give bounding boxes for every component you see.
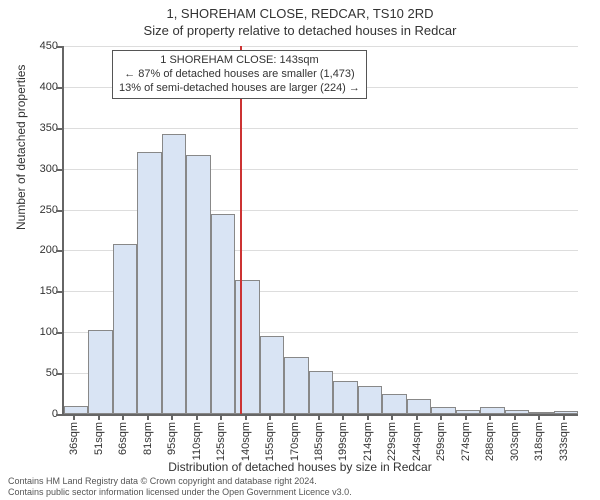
histogram-bar: [407, 399, 431, 414]
x-tick-mark: [294, 414, 296, 420]
x-tick-label: 199sqm: [337, 422, 349, 461]
y-tick-label: 100: [24, 326, 58, 338]
histogram-bar: [162, 134, 186, 414]
x-tick-mark: [416, 414, 418, 420]
y-tick-label: 150: [24, 285, 58, 297]
histogram-bar: [480, 407, 504, 414]
property-callout: 1 SHOREHAM CLOSE: 143sqm← 87% of detache…: [112, 50, 367, 99]
x-tick-label: 81sqm: [142, 422, 154, 455]
footer-attribution: Contains HM Land Registry data © Crown c…: [8, 476, 352, 497]
x-tick-mark: [147, 414, 149, 420]
x-tick-mark: [269, 414, 271, 420]
histogram-bar: [260, 336, 284, 414]
x-tick-label: 288sqm: [484, 422, 496, 461]
histogram-bar: [137, 152, 161, 414]
x-tick-label: 36sqm: [68, 422, 80, 455]
x-tick-label: 140sqm: [240, 422, 252, 461]
y-tick-mark: [56, 46, 62, 48]
y-tick-mark: [56, 373, 62, 375]
footer-line-1: Contains HM Land Registry data © Crown c…: [8, 476, 352, 486]
x-tick-mark: [367, 414, 369, 420]
x-tick-label: 303sqm: [509, 422, 521, 461]
callout-line: 13% of semi-detached houses are larger (…: [119, 82, 360, 96]
x-tick-label: 110sqm: [191, 422, 203, 460]
y-tick-label: 300: [24, 163, 58, 175]
x-tick-label: 66sqm: [117, 422, 129, 455]
histogram-bar: [529, 412, 553, 414]
x-tick-label: 333sqm: [558, 422, 570, 461]
histogram-bar: [309, 371, 333, 414]
x-tick-label: 214sqm: [362, 422, 374, 461]
y-tick-label: 0: [24, 408, 58, 420]
y-tick-mark: [56, 414, 62, 416]
y-tick-label: 350: [24, 122, 58, 134]
x-tick-mark: [196, 414, 198, 420]
x-tick-label: 51sqm: [93, 422, 105, 455]
histogram-bar: [186, 155, 210, 414]
y-tick-mark: [56, 210, 62, 212]
histogram-bar: [113, 244, 137, 414]
x-tick-mark: [220, 414, 222, 420]
histogram-bar: [505, 410, 529, 414]
x-tick-mark: [245, 414, 247, 420]
x-tick-mark: [514, 414, 516, 420]
footer-line-2: Contains public sector information licen…: [8, 487, 352, 497]
x-tick-label: 259sqm: [435, 422, 447, 461]
gridline: [64, 128, 578, 129]
x-tick-label: 229sqm: [386, 422, 398, 461]
histogram-bar: [554, 411, 578, 414]
histogram-bar: [333, 381, 357, 414]
x-tick-mark: [440, 414, 442, 420]
x-axis-title: Distribution of detached houses by size …: [0, 460, 600, 474]
x-tick-label: 125sqm: [215, 422, 227, 461]
histogram-bar: [358, 386, 382, 414]
x-tick-mark: [538, 414, 540, 420]
histogram-chart: [62, 46, 578, 416]
y-tick-label: 450: [24, 40, 58, 52]
x-tick-mark: [342, 414, 344, 420]
x-tick-mark: [318, 414, 320, 420]
x-tick-label: 274sqm: [460, 422, 472, 461]
callout-line: 1 SHOREHAM CLOSE: 143sqm: [119, 54, 360, 68]
x-tick-mark: [73, 414, 75, 420]
x-tick-label: 185sqm: [313, 422, 325, 461]
histogram-bar: [456, 410, 480, 414]
y-tick-label: 50: [24, 367, 58, 379]
x-tick-mark: [563, 414, 565, 420]
y-tick-mark: [56, 87, 62, 89]
x-tick-mark: [391, 414, 393, 420]
x-tick-mark: [98, 414, 100, 420]
y-tick-mark: [56, 291, 62, 293]
y-tick-mark: [56, 128, 62, 130]
x-tick-label: 318sqm: [533, 422, 545, 461]
y-tick-label: 250: [24, 204, 58, 216]
histogram-bar: [382, 394, 406, 414]
x-tick-label: 170sqm: [289, 422, 301, 461]
histogram-bar: [431, 407, 455, 414]
callout-line: ← 87% of detached houses are smaller (1,…: [119, 68, 360, 82]
y-tick-label: 200: [24, 244, 58, 256]
x-tick-label: 95sqm: [166, 422, 178, 455]
x-tick-mark: [489, 414, 491, 420]
page-title-address: 1, SHOREHAM CLOSE, REDCAR, TS10 2RD: [0, 0, 600, 21]
histogram-bar: [88, 330, 112, 414]
histogram-bar: [235, 280, 259, 414]
x-tick-mark: [171, 414, 173, 420]
histogram-bar: [211, 214, 235, 414]
x-tick-label: 155sqm: [264, 422, 276, 461]
histogram-bar: [284, 357, 308, 414]
y-tick-mark: [56, 250, 62, 252]
histogram-bar: [64, 406, 88, 414]
x-tick-mark: [122, 414, 124, 420]
y-tick-mark: [56, 332, 62, 334]
property-marker-line: [240, 46, 242, 414]
x-tick-mark: [465, 414, 467, 420]
gridline: [64, 46, 578, 47]
y-tick-mark: [56, 169, 62, 171]
x-tick-label: 244sqm: [411, 422, 423, 461]
page-title-subtitle: Size of property relative to detached ho…: [0, 21, 600, 38]
y-tick-label: 400: [24, 81, 58, 93]
